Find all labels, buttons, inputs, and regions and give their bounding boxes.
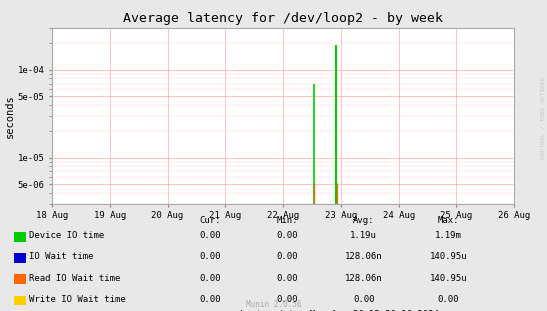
Text: Last update: Mon Aug 26 13:20:16 2024: Last update: Mon Aug 26 13:20:16 2024 [240, 310, 439, 311]
Text: 0.00: 0.00 [353, 295, 375, 304]
Text: 0.00: 0.00 [276, 274, 298, 282]
Text: Munin 2.0.56: Munin 2.0.56 [246, 299, 301, 309]
Text: 1.19m: 1.19m [435, 231, 462, 240]
Text: 0.00: 0.00 [276, 253, 298, 261]
Text: Cur:: Cur: [200, 216, 222, 225]
Text: 128.06n: 128.06n [345, 253, 382, 261]
Text: Max:: Max: [438, 216, 459, 225]
Text: 0.00: 0.00 [438, 295, 459, 304]
Text: 0.00: 0.00 [200, 253, 222, 261]
Text: Avg:: Avg: [353, 216, 375, 225]
Text: 0.00: 0.00 [200, 274, 222, 282]
Text: Read IO Wait time: Read IO Wait time [29, 274, 120, 282]
Text: Write IO Wait time: Write IO Wait time [29, 295, 126, 304]
Text: 0.00: 0.00 [200, 295, 222, 304]
Text: 140.95u: 140.95u [430, 253, 467, 261]
Text: IO Wait time: IO Wait time [29, 253, 94, 261]
Text: 0.00: 0.00 [276, 295, 298, 304]
Text: 0.00: 0.00 [200, 231, 222, 240]
Y-axis label: seconds: seconds [5, 94, 15, 138]
Text: 140.95u: 140.95u [430, 274, 467, 282]
Text: 0.00: 0.00 [276, 231, 298, 240]
Title: Average latency for /dev/loop2 - by week: Average latency for /dev/loop2 - by week [123, 12, 443, 26]
Text: RRDTOOL / TOBI OETIKER: RRDTOOL / TOBI OETIKER [540, 77, 545, 160]
Text: 1.19u: 1.19u [350, 231, 377, 240]
Text: Device IO time: Device IO time [29, 231, 104, 240]
Text: 128.06n: 128.06n [345, 274, 382, 282]
Text: Min:: Min: [276, 216, 298, 225]
